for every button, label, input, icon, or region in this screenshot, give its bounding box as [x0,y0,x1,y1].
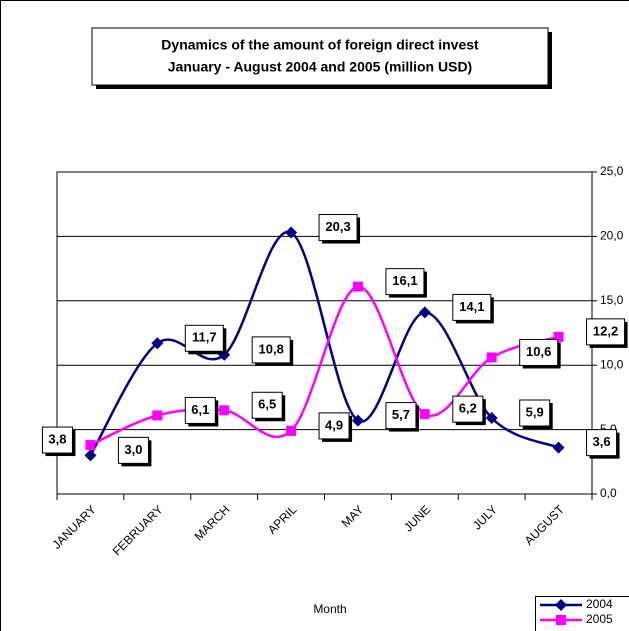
data-label: 3,8 [48,431,66,446]
data-label: 10,8 [259,341,284,356]
legend-label: 2004 [586,597,613,611]
data-label: 4,9 [325,417,343,432]
data-label-box [318,214,358,242]
point [418,306,431,319]
data-label-box [117,436,149,464]
data-label: 11,7 [192,330,217,345]
y-tick-label: 10,0 [600,357,624,371]
data-label-box [251,391,283,419]
data-label-box [41,426,73,454]
point [151,337,164,350]
point [85,440,96,451]
data-label-box [385,268,425,296]
data-label: 3,6 [593,434,611,449]
y-tick-label: 0,0 [600,486,617,500]
data-label-box [251,336,291,364]
y-tick-label: 20,0 [600,229,624,243]
data-label: 14,1 [459,299,484,314]
data-label-box [318,412,350,440]
point [553,331,564,342]
point [552,441,565,454]
point [486,352,497,363]
title-box [91,27,549,86]
point [285,226,298,239]
x-axis-label: Month [313,602,346,616]
chart-subtitle: January - August 2004 and 2005 (million … [168,59,472,75]
point [555,599,567,611]
point [352,281,363,292]
data-label: 20,3 [325,219,350,234]
data-label: 5,7 [392,407,410,422]
series-line [89,285,559,447]
data-label-box [385,402,417,430]
data-label-box [184,324,224,352]
point [84,449,97,462]
legend-label: 2005 [586,612,613,626]
point [219,405,230,416]
point [351,414,364,427]
data-label-box [519,399,551,427]
data-label-box [586,318,626,346]
data-label: 6,5 [258,397,276,412]
point [419,409,430,420]
point [556,615,566,625]
data-label: 6,1 [191,402,209,417]
data-label-box [184,396,216,424]
data-label-box [519,338,559,366]
data-label-box [586,429,618,457]
data-label-box [452,395,484,423]
point [286,425,297,436]
y-tick-label: 25,0 [600,164,624,178]
point [152,410,163,421]
point [485,412,498,425]
series-line [89,230,560,457]
data-label: 10,6 [526,344,551,359]
data-label: 12,2 [593,323,618,338]
data-label: 3,0 [124,442,142,457]
data-label-box [452,293,492,321]
legend-box [535,596,629,631]
data-label: 6,2 [459,401,477,416]
y-tick-label: 15,0 [600,293,624,307]
data-label: 16,1 [392,273,417,288]
data-label: 5,9 [526,404,544,419]
chart-title: Dynamics of the amount of foreign direct… [161,37,479,53]
